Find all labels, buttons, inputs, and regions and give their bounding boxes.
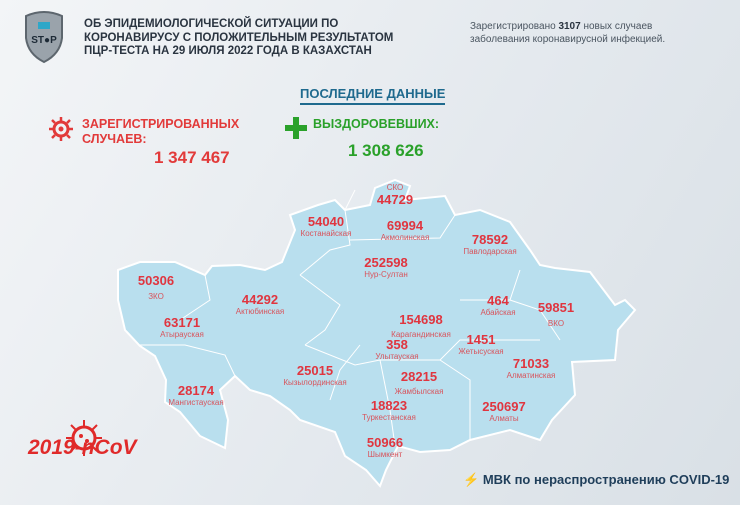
region-aktobe: 44292 Актюбинская xyxy=(235,292,285,317)
region-kyzylorda: 25015 Кызылординская xyxy=(283,363,347,388)
region-mangystau: 28174 Мангистауская xyxy=(168,383,224,408)
new-cases-note: Зарегистрировано 3107 новых случаев забо… xyxy=(470,21,666,45)
coronavirus-icon xyxy=(66,420,102,456)
region-akmola: 69994 Акмолинская xyxy=(380,218,430,243)
region-abai: 464 Абайская xyxy=(480,293,516,318)
organization-label: ⚡ МВК по нераспространению COVID-19 xyxy=(463,472,730,487)
recovered-value: 1 308 626 xyxy=(348,141,424,160)
registered-value: 1 347 467 xyxy=(154,148,230,167)
region-nur-sultan: 252598 Нур-Султан xyxy=(364,255,408,280)
recovered-label: ВЫЗДОРОВЕВШИХ: xyxy=(313,117,440,131)
region-sko: СКО 44729 xyxy=(376,183,414,207)
region-pavlodar: 78592 Павлодарская xyxy=(463,232,517,257)
stop-shield-logo: ST●P xyxy=(25,11,63,64)
region-vko: 59851 ВКО xyxy=(537,300,575,329)
region-turkestan: 18823 Туркестанская xyxy=(362,398,416,423)
svg-text:ST●P: ST●P xyxy=(31,35,57,46)
region-atyrau: 63171 Атырауская xyxy=(160,315,204,340)
region-kostanay: 54040 Костанайская xyxy=(300,214,352,239)
region-zko: 50306 ЗКО xyxy=(137,273,175,302)
region-almaty-city: 250697 Алматы xyxy=(482,399,526,424)
plus-icon xyxy=(285,117,307,139)
region-karaganda: 154698 Карагандинская xyxy=(391,312,451,340)
virus-icon xyxy=(49,117,73,141)
page-title: ОБ ЭПИДЕМИОЛОГИЧЕСКОЙ СИТУАЦИИ ПО КОРОНА… xyxy=(84,18,394,57)
region-almaty-oblast: 71033 Алматинская xyxy=(506,356,556,381)
registered-label: ЗАРЕГИСТРИРОВАННЫХ СЛУЧАЕВ: xyxy=(82,117,240,146)
ncov-label: 2019-nCoV xyxy=(28,436,137,459)
region-zhambyl: 28215 Жамбылская xyxy=(394,369,444,397)
region-shymkent: 50966 Шымкент xyxy=(366,435,404,460)
region-zhetysu: 1451 Жетысуская xyxy=(458,332,504,357)
new-cases-count: 3107 xyxy=(558,21,581,32)
region-ulytau: 358 Улытауская xyxy=(375,337,419,362)
lightning-icon: ⚡ xyxy=(463,472,480,487)
latest-data-heading: ПОСЛЕДНИЕ ДАННЫЕ xyxy=(300,86,446,105)
